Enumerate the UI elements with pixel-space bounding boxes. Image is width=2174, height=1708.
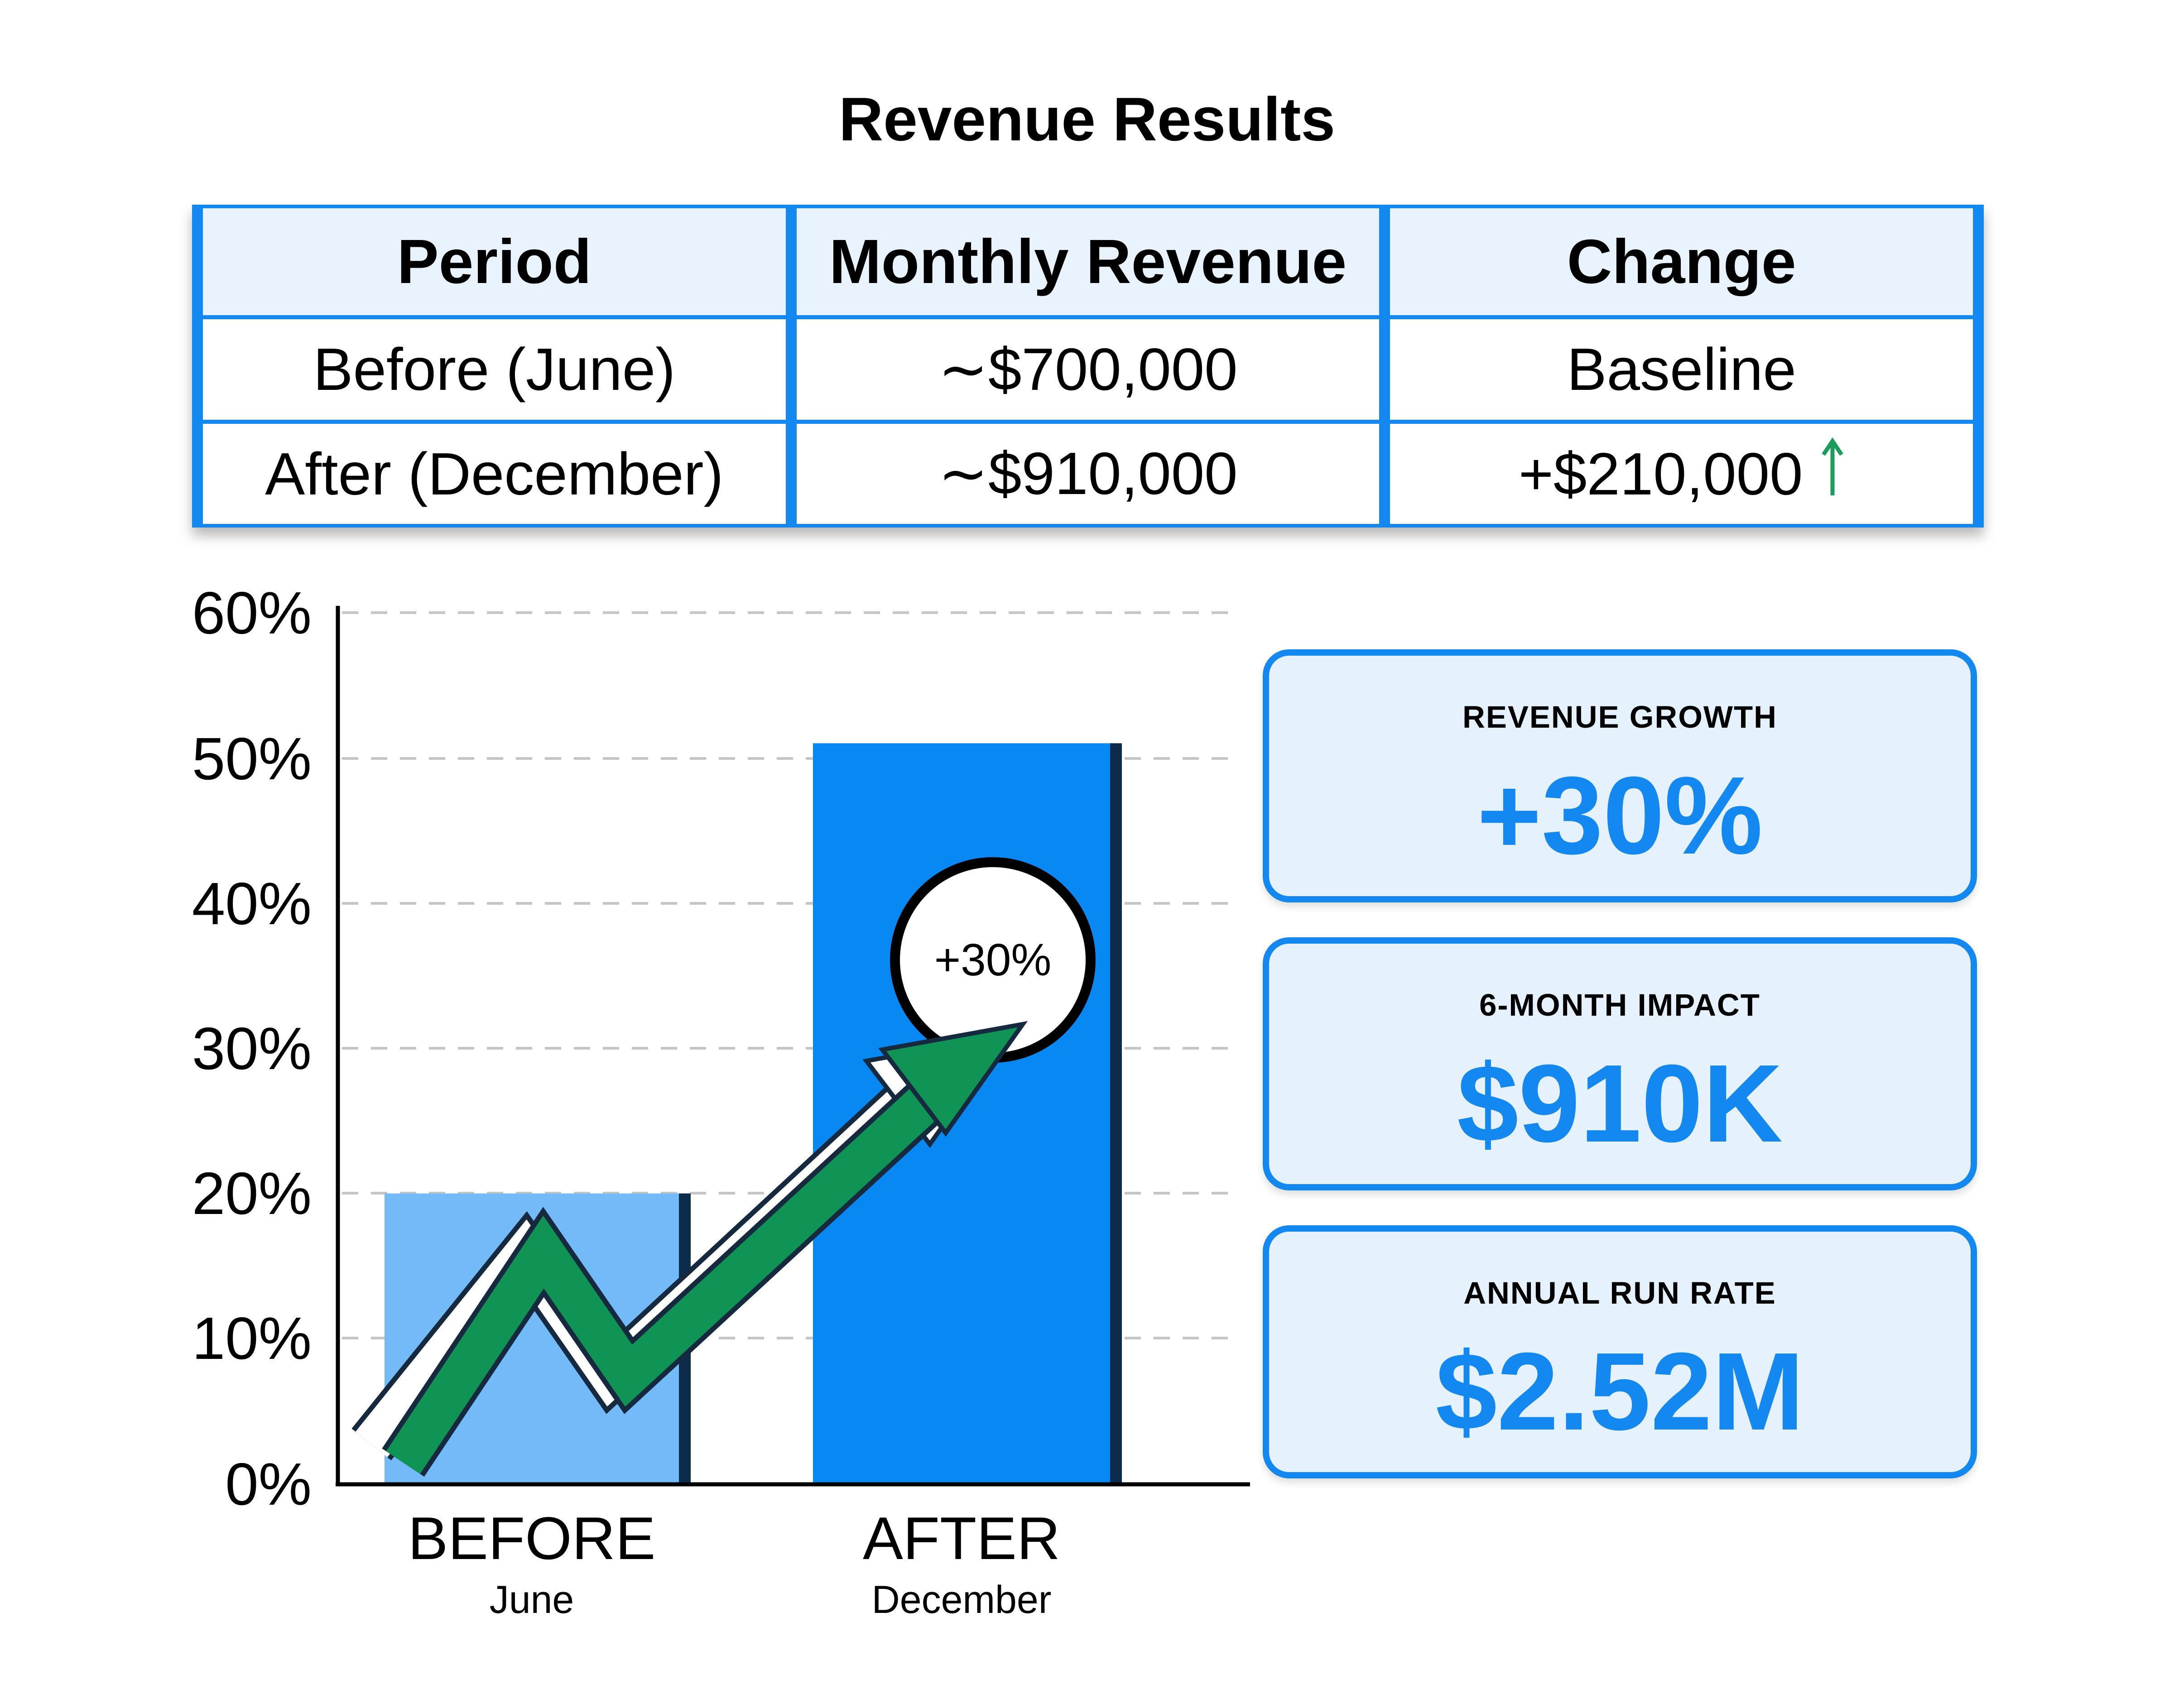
ytick-60: 60% [192,580,312,646]
row-after-change: +$210,000 [1390,423,1973,524]
row-before-revenue: ∼$700,000 [796,319,1380,420]
ytick-0: 0% [225,1451,312,1517]
ytick-30: 30% [192,1015,312,1082]
bar-chart: 60% 50% 40% 30% 20% 10% 0% BEFORE June A… [192,580,1250,1622]
stat-card-value: +30% [1477,753,1763,877]
page-title: Revenue Results [839,85,1335,154]
row-after-period: After (December) [203,423,786,524]
x-sublabel-june: June [490,1578,574,1622]
x-label-before: BEFORE [408,1505,656,1572]
stat-card-6-month-impact: 6-MONTH IMPACT $910K [1263,937,1977,1190]
header-cell-revenue: Monthly Revenue [796,208,1380,315]
stat-card-annual-run-rate: ANNUAL RUN RATE $2.52M [1263,1225,1977,1478]
stat-card-label: 6-MONTH IMPACT [1479,988,1760,1022]
ytick-50: 50% [192,725,312,792]
x-label-after: AFTER [863,1505,1060,1572]
x-sublabel-december: December [872,1578,1052,1622]
stat-card-value: $910K [1457,1041,1783,1165]
row-before-change: Baseline [1390,319,1973,420]
results-table: Period Monthly Revenue Change Before (Ju… [192,205,1984,528]
bar-after-shadow [1110,743,1122,1484]
annotation-label: +30% [934,935,1052,985]
increase-arrow-icon [1822,437,1844,496]
stat-card-label: ANNUAL RUN RATE [1463,1276,1776,1310]
ytick-20: 20% [192,1160,312,1227]
growth-arrow [382,1021,1028,1477]
header-cell-period: Period [203,208,786,315]
ytick-40: 40% [192,870,312,937]
stat-card-value: $2.52M [1435,1329,1804,1453]
y-tick-labels: 60% 50% 40% 30% 20% 10% 0% [192,580,312,1517]
row-after-change-value: +$210,000 [1518,440,1803,507]
stat-card-revenue-growth: REVENUE GROWTH +30% [1263,649,1977,902]
stat-card-label: REVENUE GROWTH [1462,700,1778,734]
header-cell-change: Change [1390,208,1973,315]
row-after-revenue: ∼$910,000 [796,423,1380,524]
row-before-period: Before (June) [203,319,786,420]
ytick-10: 10% [192,1305,312,1372]
